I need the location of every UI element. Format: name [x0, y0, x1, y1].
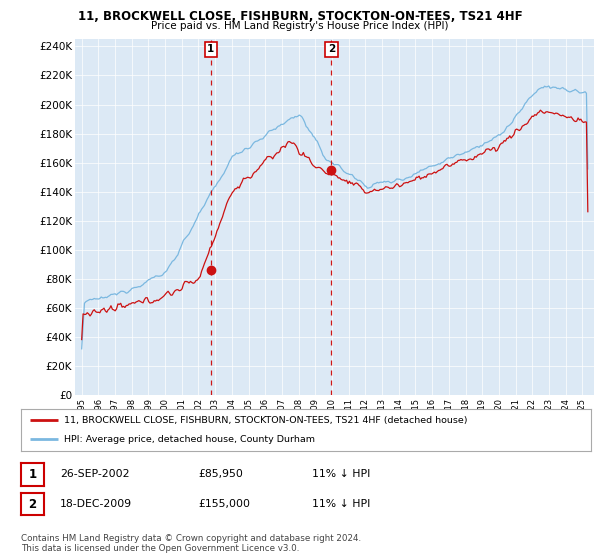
Text: 11, BROCKWELL CLOSE, FISHBURN, STOCKTON-ON-TEES, TS21 4HF: 11, BROCKWELL CLOSE, FISHBURN, STOCKTON-…: [77, 10, 523, 23]
Text: HPI: Average price, detached house, County Durham: HPI: Average price, detached house, Coun…: [64, 435, 315, 444]
Text: £85,950: £85,950: [198, 469, 243, 479]
Text: 11% ↓ HPI: 11% ↓ HPI: [312, 499, 370, 509]
Text: 26-SEP-2002: 26-SEP-2002: [60, 469, 130, 479]
Text: Contains HM Land Registry data © Crown copyright and database right 2024.
This d: Contains HM Land Registry data © Crown c…: [21, 534, 361, 553]
Text: Price paid vs. HM Land Registry's House Price Index (HPI): Price paid vs. HM Land Registry's House …: [151, 21, 449, 31]
Text: 1: 1: [207, 44, 214, 54]
Text: 18-DEC-2009: 18-DEC-2009: [60, 499, 132, 509]
Text: 1: 1: [28, 468, 37, 481]
Text: £155,000: £155,000: [198, 499, 250, 509]
Text: 2: 2: [328, 44, 335, 54]
Text: 11% ↓ HPI: 11% ↓ HPI: [312, 469, 370, 479]
Text: 11, BROCKWELL CLOSE, FISHBURN, STOCKTON-ON-TEES, TS21 4HF (detached house): 11, BROCKWELL CLOSE, FISHBURN, STOCKTON-…: [64, 416, 467, 424]
Text: 2: 2: [28, 497, 37, 511]
